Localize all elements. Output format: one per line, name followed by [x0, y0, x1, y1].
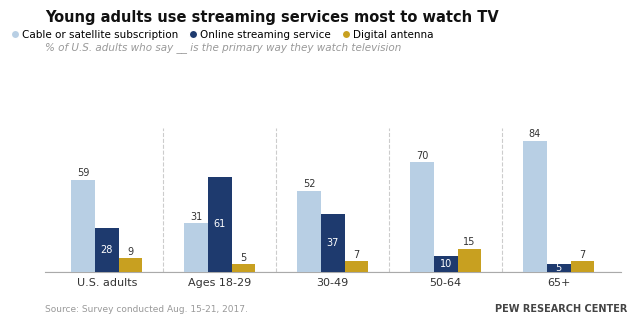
Legend: Cable or satellite subscription, Online streaming service, Digital antenna: Cable or satellite subscription, Online … — [13, 29, 433, 40]
Text: 84: 84 — [529, 129, 541, 139]
Bar — [95, 228, 119, 272]
Bar — [570, 261, 595, 272]
Text: Young adults use streaming services most to watch TV: Young adults use streaming services most… — [45, 10, 499, 25]
Text: PEW RESEARCH CENTER: PEW RESEARCH CENTER — [495, 304, 627, 314]
Bar — [184, 223, 208, 272]
Text: 5: 5 — [556, 263, 562, 273]
Text: 37: 37 — [326, 238, 339, 248]
Text: 7: 7 — [353, 250, 360, 260]
Text: 5: 5 — [241, 253, 246, 263]
Bar — [297, 191, 321, 272]
Text: 9: 9 — [127, 247, 134, 257]
Bar — [547, 264, 570, 272]
Text: 7: 7 — [579, 250, 586, 260]
Text: 15: 15 — [463, 237, 476, 247]
Bar — [119, 258, 143, 272]
Bar — [458, 249, 481, 272]
Text: 59: 59 — [77, 168, 90, 179]
Text: % of U.S. adults who say __ is the primary way they watch television: % of U.S. adults who say __ is the prima… — [45, 42, 401, 52]
Text: 70: 70 — [416, 151, 428, 161]
Text: 61: 61 — [214, 219, 226, 229]
Bar — [71, 180, 95, 272]
Bar — [434, 256, 458, 272]
Bar — [410, 163, 434, 272]
Text: 10: 10 — [440, 259, 452, 269]
Text: Source: Survey conducted Aug. 15-21, 2017.: Source: Survey conducted Aug. 15-21, 201… — [45, 305, 248, 314]
Text: 28: 28 — [100, 245, 113, 255]
Bar — [208, 177, 232, 272]
Bar — [321, 214, 345, 272]
Bar — [523, 140, 547, 272]
Bar — [345, 261, 369, 272]
Text: 52: 52 — [303, 179, 316, 189]
Bar — [232, 264, 255, 272]
Text: 31: 31 — [190, 212, 202, 222]
